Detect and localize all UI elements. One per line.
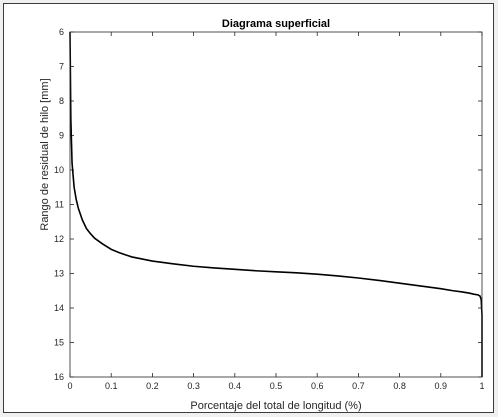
ticks-layer: 0 0.1 0.2 0.3 0.4 0.5 0.6 0.7 0.8 0.9 167891011121…	[54, 27, 485, 391]
y-tick-label: 6	[59, 27, 64, 37]
x-tick-label: 0.3	[187, 381, 200, 391]
x-tick-label: 1	[479, 381, 484, 391]
y-tick-label: 13	[54, 269, 64, 279]
y-tick-label: 10	[54, 165, 64, 175]
y-tick-label: 11	[55, 200, 64, 210]
y-tick-label: 12	[54, 234, 64, 244]
x-axis-label: Porcentaje del total de longitud (%)	[190, 400, 361, 412]
y-tick-label: 9	[59, 131, 64, 141]
x-tick-label: 0.8	[393, 381, 406, 391]
x-tick-label: 0.7	[352, 381, 365, 391]
y-tick-label: 15	[54, 338, 64, 348]
y-tick-label: 7	[59, 62, 64, 72]
x-tick-label: 0.6	[311, 381, 324, 391]
x-tick-label: 0.1	[105, 381, 118, 391]
x-tick-label: 0.2	[146, 381, 159, 391]
data-line	[69, 31, 483, 377]
chart-title: Diagrama superficial	[222, 18, 330, 30]
y-tick-label: 16	[54, 372, 64, 382]
y-tick-label: 8	[59, 96, 64, 106]
x-tick-label: 0.5	[270, 381, 283, 391]
y-axis-label: Rango de residual de hilo [mm]	[39, 78, 51, 230]
plot-area	[70, 32, 482, 377]
x-tick-label: 0	[67, 381, 72, 391]
x-tick-label: 0.9	[435, 381, 448, 391]
y-tick-label: 14	[54, 303, 64, 313]
x-tick-label: 0.4	[229, 381, 242, 391]
axes-box	[69, 31, 483, 378]
